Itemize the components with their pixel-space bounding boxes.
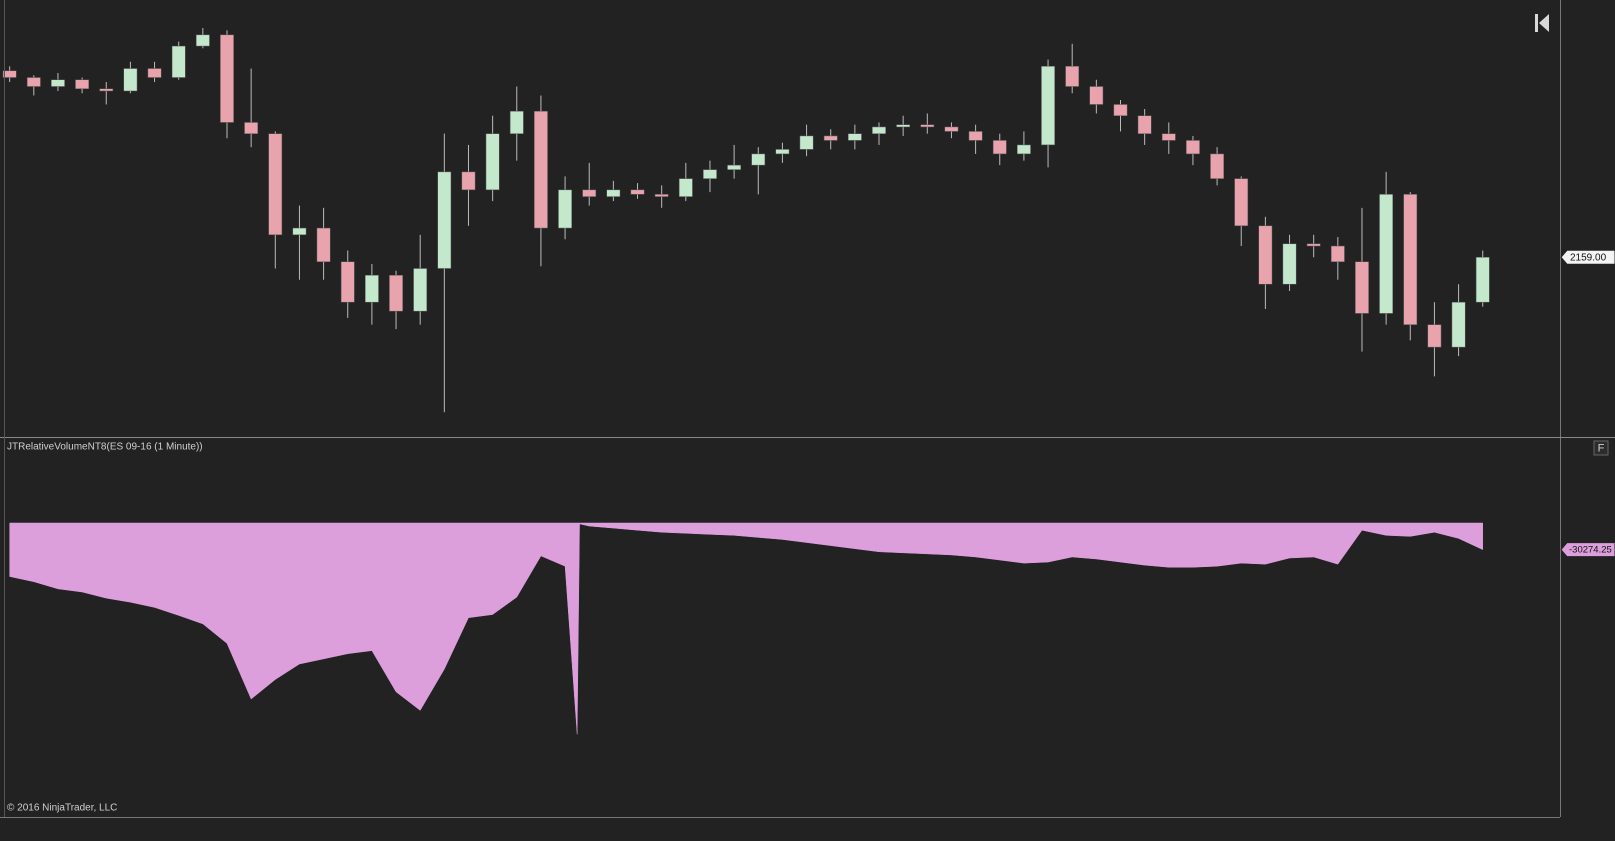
candle-body bbox=[1089, 86, 1104, 105]
last-price-marker bbox=[1560, 249, 1615, 265]
candle-body bbox=[26, 77, 41, 87]
candle-body bbox=[75, 79, 89, 89]
candle-body bbox=[220, 34, 234, 123]
candle-body bbox=[292, 227, 307, 236]
candle-body bbox=[1475, 257, 1490, 303]
candle-body bbox=[1355, 261, 1369, 314]
candle-body bbox=[123, 68, 138, 92]
candle-body bbox=[751, 153, 766, 166]
candle-body bbox=[678, 178, 693, 197]
panel-button[interactable] bbox=[1593, 440, 1609, 456]
candle-body bbox=[485, 133, 500, 191]
candle-body bbox=[1427, 324, 1442, 348]
candle-body bbox=[944, 126, 959, 132]
candle-body bbox=[847, 133, 862, 141]
candle-body bbox=[268, 133, 283, 236]
candle-body bbox=[1041, 66, 1055, 146]
candle-body bbox=[244, 122, 259, 134]
candle-body bbox=[99, 88, 114, 92]
last-value-marker bbox=[1560, 542, 1615, 558]
candle-body bbox=[1137, 115, 1152, 134]
candle-body bbox=[968, 131, 983, 141]
candle-body bbox=[1379, 194, 1394, 314]
candle-body bbox=[364, 274, 379, 303]
candle-body bbox=[509, 110, 524, 134]
copyright: © 2016 NinjaTrader, LLC bbox=[7, 803, 117, 814]
candle-body bbox=[147, 68, 162, 78]
indicator-title: JTRelativeVolumeNT8(ES 09-16 (1 Minute)) bbox=[7, 442, 203, 453]
candle-body bbox=[582, 189, 597, 197]
candle-body bbox=[1186, 140, 1200, 155]
logo-arrow bbox=[1539, 14, 1549, 32]
candle-body bbox=[340, 261, 355, 303]
label-layer: 2159.00 -30274.25 bbox=[1560, 249, 1615, 558]
panel-button-label[interactable]: F bbox=[1598, 442, 1605, 454]
candle-body bbox=[1017, 144, 1031, 155]
candle-body bbox=[389, 274, 403, 312]
candle-body bbox=[1258, 225, 1273, 285]
candle-body bbox=[558, 189, 572, 229]
relative-volume-area bbox=[9, 522, 1483, 735]
candle-body bbox=[775, 149, 790, 155]
candle-body bbox=[1065, 66, 1080, 87]
candle-body bbox=[896, 124, 911, 128]
candle-body bbox=[1403, 194, 1418, 325]
candle-body bbox=[534, 110, 548, 229]
candle-body bbox=[171, 45, 186, 78]
candle-body bbox=[630, 189, 645, 195]
candle-body bbox=[1210, 153, 1224, 179]
candle-body bbox=[727, 164, 742, 170]
candle-body bbox=[1234, 178, 1249, 227]
candle-body bbox=[1161, 133, 1176, 141]
candle-body bbox=[872, 126, 886, 134]
candle-body bbox=[799, 135, 814, 150]
last-value-label: -30274.25 bbox=[1569, 545, 1612, 556]
candle-body bbox=[437, 171, 452, 269]
candle-body bbox=[920, 124, 935, 128]
last-price-label: 2159.00 bbox=[1570, 252, 1607, 263]
candle-body bbox=[413, 268, 428, 312]
candle-body bbox=[654, 194, 669, 197]
candle-body bbox=[195, 34, 210, 47]
candle-body bbox=[2, 70, 17, 78]
candle-body bbox=[1451, 301, 1466, 348]
candle-body bbox=[992, 140, 1007, 155]
candle-body bbox=[1330, 245, 1345, 263]
candle-body bbox=[316, 227, 331, 263]
candle-body bbox=[51, 79, 65, 87]
logo-bar bbox=[1535, 14, 1538, 32]
candle-body bbox=[1282, 243, 1297, 285]
candle-body bbox=[606, 189, 621, 197]
mark-layer bbox=[2, 28, 1490, 735]
logo bbox=[1535, 14, 1549, 32]
candle-body bbox=[1113, 104, 1128, 116]
candle-body bbox=[823, 135, 838, 141]
candle-body bbox=[703, 169, 717, 179]
candle-body bbox=[461, 171, 476, 191]
candle-body bbox=[1306, 243, 1321, 247]
